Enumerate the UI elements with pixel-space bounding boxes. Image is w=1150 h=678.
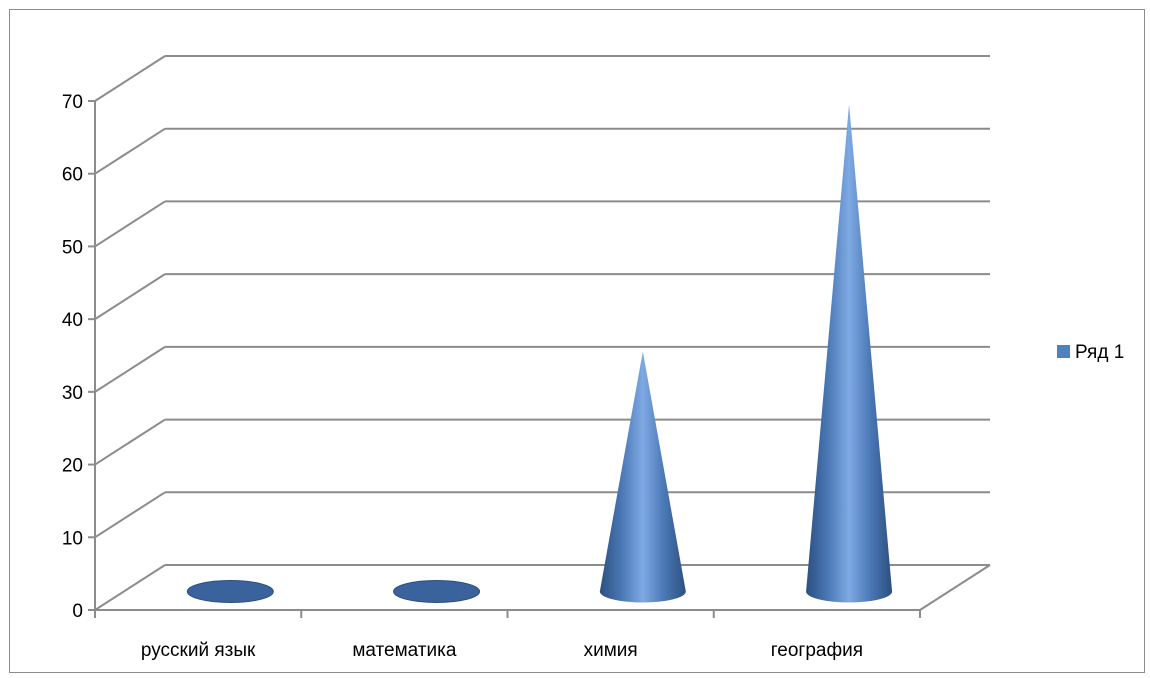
legend-swatch xyxy=(1057,345,1070,358)
cone-base xyxy=(186,580,274,603)
category-label: русский язык xyxy=(141,640,256,661)
gridline-side xyxy=(94,346,166,393)
y-tick-label: 70 xyxy=(62,92,83,113)
cone-bar xyxy=(599,351,686,603)
chart-frame xyxy=(9,9,1145,673)
gridline-side xyxy=(94,127,166,175)
legend-label: Ряд 1 xyxy=(1075,342,1124,363)
category-label: химия xyxy=(584,640,638,661)
y-tick-label: 60 xyxy=(62,165,83,186)
cones xyxy=(186,104,893,603)
y-tick-label: 20 xyxy=(62,456,83,477)
gridline-side xyxy=(94,200,166,248)
cone-base xyxy=(393,580,481,603)
category-label: география xyxy=(771,640,863,661)
gridline-side xyxy=(94,273,166,320)
y-tick-label: 50 xyxy=(62,237,83,258)
y-tick-label: 30 xyxy=(62,383,83,404)
legend: Ряд 1 xyxy=(1057,342,1124,363)
y-tick-label: 10 xyxy=(62,528,83,549)
category-label: математика xyxy=(352,640,457,661)
y-tick-label: 40 xyxy=(62,310,83,331)
cone-bar xyxy=(806,104,893,603)
gridline-side xyxy=(94,564,166,611)
y-tick-labels: 0 10 20 30 40 50 60 70 xyxy=(62,92,83,622)
y-tick-label: 0 xyxy=(72,601,83,622)
gridline-side xyxy=(94,418,166,466)
gridline-side xyxy=(94,55,166,102)
floor-right-edge xyxy=(919,564,991,611)
category-labels: русский язык математика химия география xyxy=(141,640,863,661)
gridline-side xyxy=(94,491,166,539)
